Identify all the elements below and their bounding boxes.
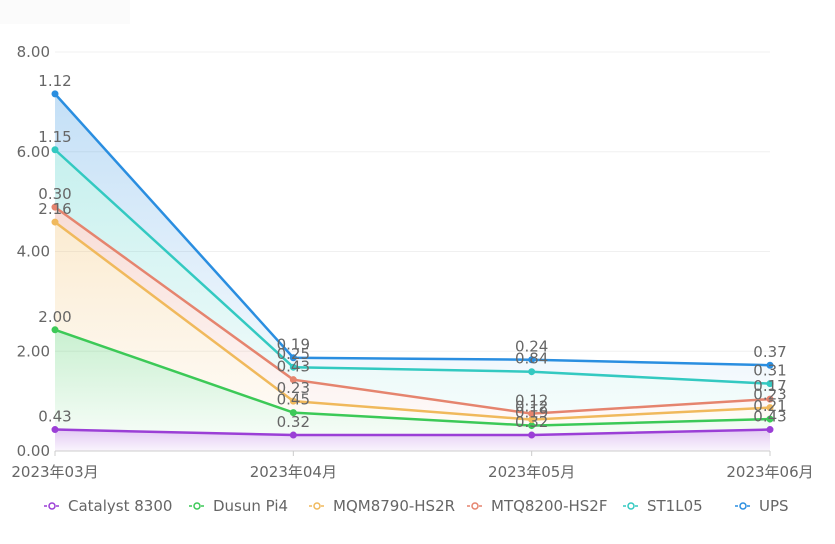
legend-item-mtq8200-hs2f[interactable]: MTQ8200-HS2F: [467, 497, 607, 515]
axis-layer: 0.00 2.00 4.00 6.00 8.00 2023年03月 2023年04月 2023…: [11, 43, 813, 481]
legend-item-ups[interactable]: UPS: [735, 497, 789, 515]
data-label: 1.15: [38, 128, 71, 146]
area-mtq8200-hs2f: [55, 207, 770, 420]
point-catalyst-8300[interactable]: [51, 426, 59, 434]
x-tick-label: 2023年06月: [726, 463, 813, 481]
point-st1l05[interactable]: [289, 363, 297, 371]
legend-item-mqm8790-hs2r[interactable]: MQM8790-HS2R: [309, 497, 455, 515]
data-label-layer: 0.43 0.32 0.32 0.43 2.00 0.45 0.19 0.21 2.16 0.23…: [38, 72, 786, 431]
point-ups[interactable]: [289, 354, 297, 362]
data-label: 0.12: [515, 392, 548, 410]
point-st1l05[interactable]: [51, 146, 59, 154]
data-label: 0.24: [515, 338, 548, 356]
data-label: 0.84: [515, 350, 548, 368]
data-label: 0.32: [515, 413, 548, 431]
legend-marker-st1l05: [627, 502, 635, 510]
line-st1l05: [54, 148, 771, 385]
data-label: 0.19: [515, 404, 548, 422]
legend-marker-catalyst-8300: [48, 502, 56, 510]
legend-label-catalyst-8300: Catalyst 8300: [68, 497, 172, 515]
point-ups[interactable]: [51, 90, 59, 98]
legend-marker-ups: [739, 502, 747, 510]
data-label: 0.30: [38, 185, 71, 203]
point-catalyst-8300[interactable]: [289, 431, 297, 439]
data-label: 2.00: [38, 308, 71, 326]
legend: Catalyst 8300 Dusun Pi4 MQM8790-HS2R MTQ820…: [44, 497, 789, 515]
point-dusun-pi4[interactable]: [289, 409, 297, 417]
y-tick-label: 2.00: [17, 342, 50, 360]
y-tick-label: 8.00: [17, 43, 50, 61]
line-dusun-pi4: [54, 328, 771, 427]
legend-label-dusun-pi4: Dusun Pi4: [213, 497, 288, 515]
legend-marker-dusun-pi4: [193, 502, 201, 510]
legend-label-mqm8790-hs2r: MQM8790-HS2R: [333, 497, 455, 515]
point-dusun-pi4[interactable]: [51, 326, 59, 334]
data-label: 2.16: [38, 200, 71, 218]
chart-header-strip: [0, 0, 130, 24]
legend-item-dusun-pi4[interactable]: Dusun Pi4: [189, 497, 288, 515]
data-label: 0.32: [277, 413, 310, 431]
legend-marker-mtq8200-hs2f: [471, 502, 479, 510]
point-dusun-pi4[interactable]: [766, 415, 774, 423]
x-tick-label: 2023年04月: [250, 463, 337, 481]
data-label: 0.37: [753, 343, 786, 361]
data-label: 0.17: [753, 377, 786, 395]
data-label: 0.31: [753, 362, 786, 380]
point-ups[interactable]: [766, 361, 774, 369]
data-label: 0.23: [277, 379, 310, 397]
data-label: 0.43: [38, 408, 71, 426]
point-mtq8200-hs2f[interactable]: [51, 203, 59, 211]
point-mtq8200-hs2f[interactable]: [528, 410, 536, 418]
point-catalyst-8300[interactable]: [766, 426, 774, 434]
point-mqm8790-hs2r[interactable]: [766, 404, 774, 412]
point-st1l05[interactable]: [528, 368, 536, 376]
data-label: 0.25: [277, 345, 310, 363]
legend-item-st1l05[interactable]: ST1L05: [623, 497, 703, 515]
data-label: 0.43: [277, 358, 310, 376]
line-ups: [54, 93, 771, 367]
legend-item-catalyst-8300[interactable]: Catalyst 8300: [44, 497, 172, 515]
line-catalyst-8300: [54, 428, 771, 437]
point-ups[interactable]: [528, 356, 536, 364]
point-catalyst-8300[interactable]: [528, 431, 536, 439]
data-label: 0.12: [515, 398, 548, 416]
legend-label-st1l05: ST1L05: [647, 497, 703, 515]
y-tick-label: 4.00: [17, 243, 50, 261]
data-label: 0.43: [753, 408, 786, 426]
point-st1l05[interactable]: [766, 380, 774, 388]
point-mtq8200-hs2f[interactable]: [766, 395, 774, 403]
data-label: 1.12: [38, 72, 71, 90]
line-layer: [51, 90, 774, 439]
y-tick-label: 6.00: [17, 143, 50, 161]
data-label: 0.45: [277, 391, 310, 409]
line-mtq8200-hs2f: [54, 206, 771, 415]
point-mqm8790-hs2r[interactable]: [289, 397, 297, 405]
line-mqm8790-hs2r: [54, 221, 771, 421]
area-mqm8790-hs2r: [55, 222, 770, 426]
legend-marker-mqm8790-hs2r: [313, 502, 321, 510]
legend-label-ups: UPS: [759, 497, 789, 515]
data-label: 0.23: [753, 386, 786, 404]
data-label: 0.21: [753, 397, 786, 415]
data-label: 0.19: [277, 336, 310, 354]
point-mqm8790-hs2r[interactable]: [51, 218, 59, 226]
y-tick-label: 0.00: [17, 442, 50, 460]
legend-label-mtq8200-hs2f: MTQ8200-HS2F: [491, 497, 607, 515]
area-dusun-pi4: [55, 329, 770, 436]
x-tick-label: 2023年05月: [488, 463, 575, 481]
x-tick-label: 2023年03月: [11, 463, 98, 481]
point-mtq8200-hs2f[interactable]: [289, 376, 297, 384]
